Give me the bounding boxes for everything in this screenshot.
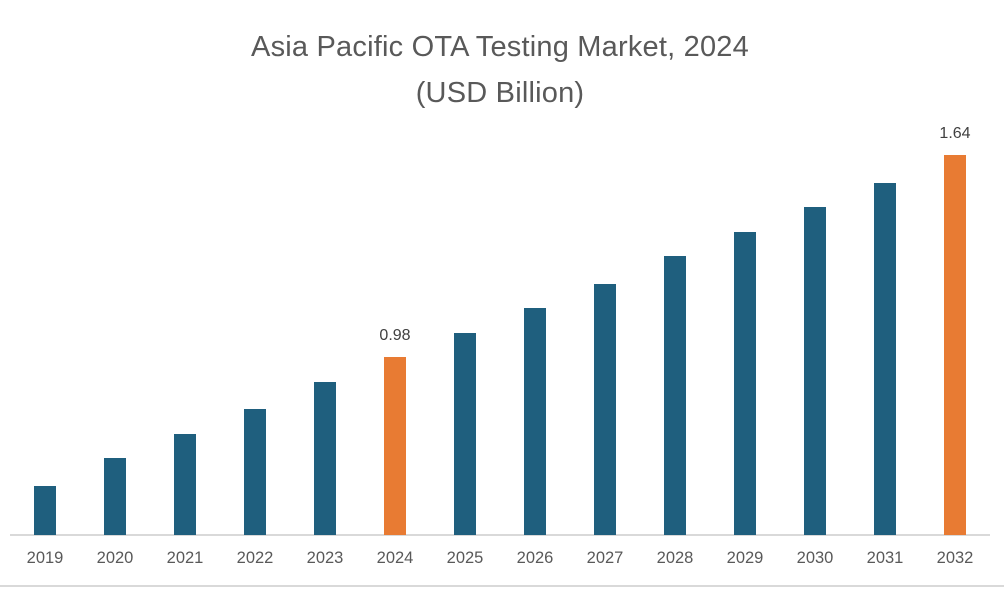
bar-2032 <box>944 155 966 535</box>
x-axis-label-2025: 2025 <box>446 549 484 567</box>
x-axis-label-2031: 2031 <box>866 549 904 567</box>
bar-2028 <box>664 256 686 535</box>
x-axis-label-2028: 2028 <box>656 549 694 567</box>
x-axis-label-2022: 2022 <box>236 549 274 567</box>
x-axis-line <box>10 534 990 536</box>
data-label-2032: 1.64 <box>939 125 971 142</box>
plot-area: 0.98 1.64 2019 2020 2021 2022 2023 2024 2025 202… <box>10 0 990 600</box>
x-axis-label-2019: 2019 <box>26 549 64 567</box>
chart-title: Asia Pacific OTA Testing Market, 2024 <box>251 31 749 63</box>
bar-2020 <box>104 458 126 535</box>
x-axis-label-2024: 2024 <box>376 549 414 567</box>
bar-2029 <box>734 231 756 535</box>
x-axis-label-2021: 2021 <box>166 549 204 567</box>
bar-2030 <box>804 207 826 535</box>
x-axis-label-2032: 2032 <box>936 549 974 567</box>
bottom-divider-line <box>0 585 1004 587</box>
bar-2027 <box>594 283 616 535</box>
x-axis-label-2020: 2020 <box>96 549 134 567</box>
bar-2026 <box>524 308 546 535</box>
bar-2019 <box>34 486 56 535</box>
bar-2022 <box>244 409 266 535</box>
bar-2023 <box>314 381 336 535</box>
bar-2021 <box>174 433 196 535</box>
x-axis-label-2023: 2023 <box>306 549 344 567</box>
bar-2031 <box>874 182 896 535</box>
chart-title-block: Asia Pacific OTA Testing Market, 2024 (U… <box>10 24 990 116</box>
x-axis-label-2029: 2029 <box>726 549 764 567</box>
chart-subtitle: (USD Billion) <box>415 77 585 109</box>
bar-2024 <box>384 357 406 535</box>
x-axis-label-2027: 2027 <box>586 549 624 567</box>
data-label-2024: 0.98 <box>379 327 411 345</box>
x-axis-label-2026: 2026 <box>516 549 554 567</box>
x-axis-label-2030: 2030 <box>796 549 834 567</box>
bar-2025 <box>454 332 476 535</box>
